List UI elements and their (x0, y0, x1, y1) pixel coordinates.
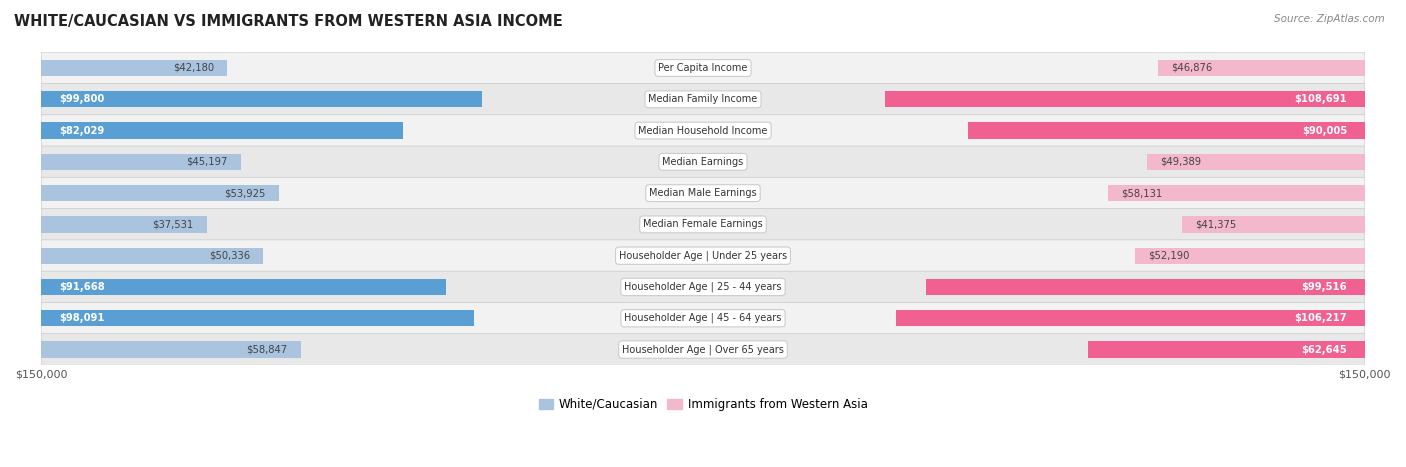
Text: $49,389: $49,389 (1160, 157, 1201, 167)
Bar (1088, 341, 1365, 358)
Text: $58,847: $58,847 (246, 345, 288, 354)
Text: $50,336: $50,336 (209, 251, 250, 261)
Text: Householder Age | 25 - 44 years: Householder Age | 25 - 44 years (624, 282, 782, 292)
Bar (1159, 60, 1365, 76)
FancyBboxPatch shape (41, 303, 1365, 334)
Bar (41, 154, 240, 170)
Bar (41, 216, 207, 233)
Text: Median Earnings: Median Earnings (662, 157, 744, 167)
Text: $106,217: $106,217 (1295, 313, 1347, 323)
Text: $62,645: $62,645 (1302, 345, 1347, 354)
FancyBboxPatch shape (41, 209, 1365, 240)
Bar (41, 122, 404, 139)
Bar (925, 279, 1365, 295)
FancyBboxPatch shape (41, 271, 1365, 303)
Bar (41, 279, 446, 295)
Bar (41, 310, 474, 326)
Text: Source: ZipAtlas.com: Source: ZipAtlas.com (1274, 14, 1385, 24)
Text: $45,197: $45,197 (186, 157, 228, 167)
Bar (41, 60, 228, 76)
Bar (41, 185, 280, 201)
Text: $52,190: $52,190 (1147, 251, 1189, 261)
FancyBboxPatch shape (41, 52, 1365, 84)
Text: $53,925: $53,925 (225, 188, 266, 198)
Text: Householder Age | Under 25 years: Householder Age | Under 25 years (619, 250, 787, 261)
FancyBboxPatch shape (41, 177, 1365, 209)
Legend: White/Caucasian, Immigrants from Western Asia: White/Caucasian, Immigrants from Western… (534, 393, 872, 416)
Bar (886, 91, 1365, 107)
Text: $99,800: $99,800 (59, 94, 104, 104)
FancyBboxPatch shape (41, 115, 1365, 146)
Text: $41,375: $41,375 (1195, 219, 1237, 229)
Text: Median Male Earnings: Median Male Earnings (650, 188, 756, 198)
Bar (41, 341, 301, 358)
FancyBboxPatch shape (41, 84, 1365, 115)
Bar (1135, 248, 1365, 264)
FancyBboxPatch shape (41, 240, 1365, 271)
Text: $42,180: $42,180 (173, 63, 214, 73)
Text: $37,531: $37,531 (152, 219, 194, 229)
Text: Householder Age | 45 - 64 years: Householder Age | 45 - 64 years (624, 313, 782, 324)
Text: $98,091: $98,091 (59, 313, 104, 323)
Bar (41, 91, 481, 107)
Text: $82,029: $82,029 (59, 126, 104, 135)
Text: Median Female Earnings: Median Female Earnings (643, 219, 763, 229)
Text: $46,876: $46,876 (1171, 63, 1212, 73)
FancyBboxPatch shape (41, 146, 1365, 177)
Text: Per Capita Income: Per Capita Income (658, 63, 748, 73)
Bar (1108, 185, 1365, 201)
Text: $108,691: $108,691 (1295, 94, 1347, 104)
FancyBboxPatch shape (41, 334, 1365, 365)
Text: $90,005: $90,005 (1302, 126, 1347, 135)
Bar (896, 310, 1365, 326)
Bar (1182, 216, 1365, 233)
Text: $91,668: $91,668 (59, 282, 104, 292)
Bar (1147, 154, 1365, 170)
Text: WHITE/CAUCASIAN VS IMMIGRANTS FROM WESTERN ASIA INCOME: WHITE/CAUCASIAN VS IMMIGRANTS FROM WESTE… (14, 14, 562, 29)
Bar (41, 248, 263, 264)
Text: $58,131: $58,131 (1122, 188, 1163, 198)
Text: Householder Age | Over 65 years: Householder Age | Over 65 years (621, 344, 785, 355)
Text: $99,516: $99,516 (1302, 282, 1347, 292)
Bar (967, 122, 1365, 139)
Text: Median Household Income: Median Household Income (638, 126, 768, 135)
Text: Median Family Income: Median Family Income (648, 94, 758, 104)
